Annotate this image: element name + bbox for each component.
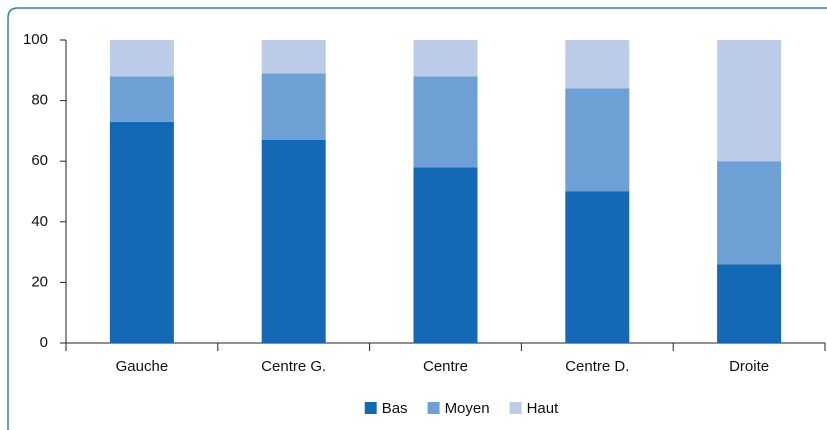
bar-segment xyxy=(717,161,782,265)
legend-label: Bas xyxy=(382,400,408,417)
x-tick-label: Gauche xyxy=(116,358,169,375)
legend-swatch xyxy=(364,402,377,414)
bar-segment xyxy=(109,76,174,122)
y-tick-label: 20 xyxy=(31,273,48,290)
y-tick-label: 60 xyxy=(31,152,48,169)
bar-segment xyxy=(109,40,174,77)
bar-segment xyxy=(109,121,174,343)
bar-segment xyxy=(413,167,478,343)
bar-segment xyxy=(261,73,326,140)
y-tick-label: 0 xyxy=(40,334,48,351)
legend-swatch xyxy=(427,402,440,414)
y-tick-label: 100 xyxy=(23,31,48,48)
frame xyxy=(7,7,827,430)
legend-label: Haut xyxy=(527,400,560,417)
y-tick-label: 40 xyxy=(31,213,48,230)
bar-segment xyxy=(717,264,782,343)
bar-segment xyxy=(413,76,478,168)
bar-segment xyxy=(565,40,630,89)
legend-label: Moyen xyxy=(445,400,490,417)
x-tick-label: Centre D. xyxy=(565,358,629,375)
bar-segment xyxy=(717,40,782,162)
bar-segment xyxy=(413,40,478,77)
legend-swatch xyxy=(509,402,522,414)
x-tick-label: Centre xyxy=(423,358,468,375)
x-tick-label: Centre G. xyxy=(261,358,326,375)
bar-segment xyxy=(565,191,630,343)
x-tick-label: Droite xyxy=(729,358,769,375)
bar-segment xyxy=(565,88,630,192)
y-tick-label: 80 xyxy=(31,92,48,109)
bar-segment xyxy=(261,40,326,74)
bar-segment xyxy=(261,139,326,343)
